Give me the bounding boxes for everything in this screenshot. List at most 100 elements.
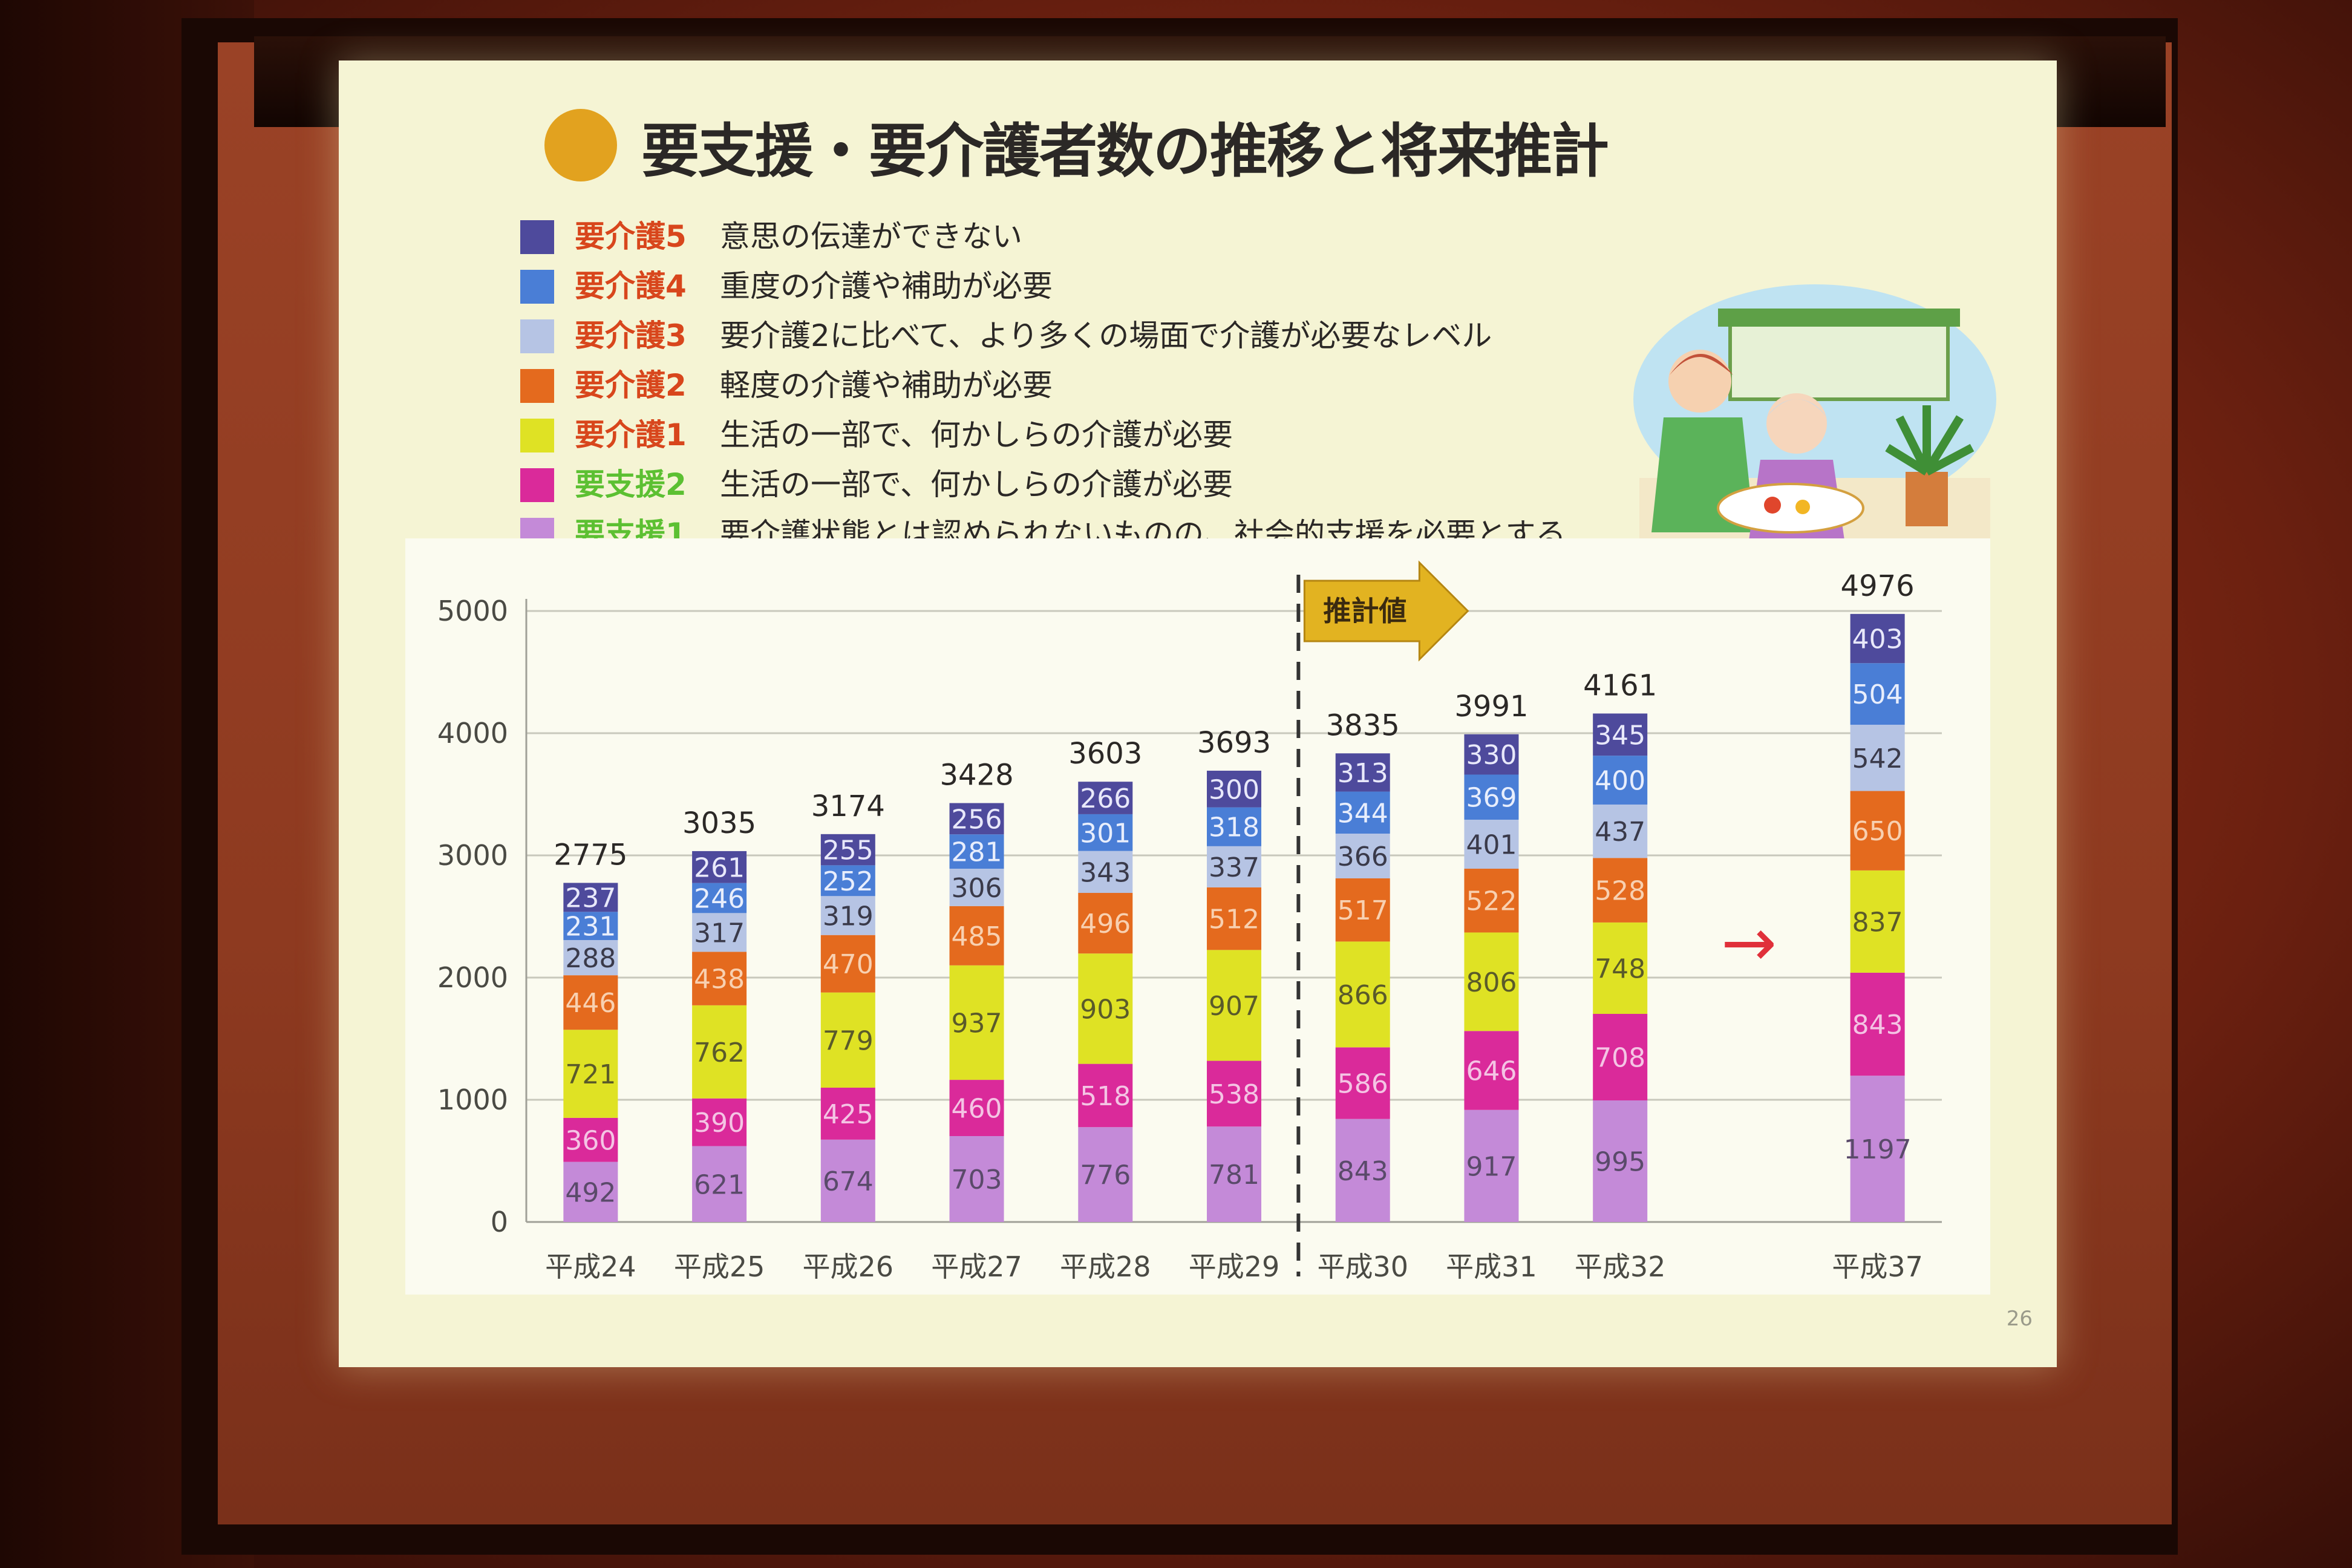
x-tick-label: 平成26: [803, 1250, 894, 1283]
bar-value-label: 917: [1466, 1151, 1517, 1182]
bar-value-label: 252: [823, 866, 874, 897]
bar-segment: [1078, 851, 1133, 893]
estimate-arrow: [1303, 560, 1469, 662]
x-tick-label: 平成24: [545, 1250, 636, 1283]
bar-segment: [1464, 734, 1519, 775]
caregiver-illustration: [1633, 284, 1996, 569]
bar-segment: [1078, 1127, 1133, 1222]
bar-value-label: 806: [1466, 967, 1517, 998]
bar-segment: [1207, 950, 1261, 1061]
bar-segment: [692, 883, 747, 913]
bar-segment: [692, 913, 747, 952]
bar-value-label: 231: [565, 912, 616, 942]
bar-segment: [692, 952, 747, 1005]
bar-value-label: 843: [1852, 1010, 1903, 1040]
legend-swatch: [520, 419, 554, 452]
bar-segment: [1207, 1060, 1261, 1127]
bar-segment: [949, 834, 1004, 869]
bar-value-label: 343: [1080, 857, 1131, 888]
bar-segment: [1078, 1063, 1133, 1128]
bar-segment: [1464, 774, 1519, 820]
bar-value-label: 937: [952, 1008, 1002, 1039]
bar-segment: [949, 803, 1004, 835]
bar-value-label: 708: [1595, 1043, 1645, 1074]
bar-segment: [1335, 1047, 1390, 1119]
bar-value-label: 366: [1338, 841, 1388, 872]
bar-segment: [692, 851, 747, 883]
bar-value-label: 485: [952, 921, 1002, 952]
bar-value-label: 330: [1466, 740, 1517, 771]
bar-segment: [1078, 893, 1133, 954]
bar-value-label: 492: [565, 1177, 616, 1208]
bar-segment: [1593, 922, 1648, 1014]
bar-value-label: 646: [1466, 1056, 1517, 1087]
bar-segment: [1593, 1013, 1648, 1101]
bar-segment: [1850, 613, 1905, 664]
x-tick-label: 平成30: [1317, 1250, 1408, 1283]
bar-value-label: 425: [823, 1099, 874, 1130]
page-number: 26: [2006, 1307, 2033, 1331]
bar-segment: [949, 1080, 1004, 1136]
bar-segment: [820, 896, 875, 935]
legend-description: 重度の介護や補助が必要: [720, 269, 1053, 304]
bar-segment: [949, 1135, 1004, 1222]
legend-swatch: [520, 319, 554, 353]
bar-value-label: 460: [952, 1094, 1002, 1125]
bar-segment: [949, 965, 1004, 1080]
legend-description: 生活の一部で、何かしらの介護が必要: [720, 417, 1233, 452]
title-bullet-dot: [544, 109, 617, 181]
bar-value-label: 528: [1595, 876, 1645, 907]
bar-value-label: 255: [823, 835, 874, 866]
bar-segment: [692, 1005, 747, 1099]
bar-value-label: 866: [1338, 980, 1388, 1011]
bar-value-label: 360: [565, 1125, 616, 1156]
bar-value-label: 504: [1852, 679, 1903, 710]
bar-segment: [563, 1030, 618, 1118]
bar-value-label: 300: [1209, 774, 1259, 805]
bar-segment: [1335, 878, 1390, 942]
bar-value-label: 313: [1338, 758, 1388, 789]
x-tick-label: 平成31: [1446, 1250, 1537, 1283]
legend-swatch: [520, 220, 554, 254]
bar-segment: [563, 883, 618, 912]
bar-segment: [1207, 846, 1261, 887]
bar-value-label: 512: [1209, 904, 1259, 935]
estimate-label: 推計値: [1323, 595, 1406, 627]
bar-segment: [1464, 1031, 1519, 1110]
bar-total-label: 3174: [811, 789, 885, 823]
bar-segment: [1850, 725, 1905, 791]
bar-value-label: 542: [1852, 743, 1903, 774]
bar-segment: [1464, 1109, 1519, 1222]
bar-total-label: 3603: [1068, 737, 1142, 771]
legend-description: 軽度の介護や補助が必要: [720, 368, 1053, 403]
bar-value-label: 261: [694, 852, 745, 883]
legend-swatch: [520, 270, 554, 304]
y-tick-label: 2000: [437, 961, 508, 994]
bar-segment: [1078, 782, 1133, 814]
bar-segment: [692, 1098, 747, 1146]
bar-segment: [1593, 858, 1648, 923]
legend-swatch: [520, 468, 554, 502]
bar-segment: [820, 865, 875, 897]
legend-description: 要介護2に比べて、より多くの場面で介護が必要なレベル: [720, 318, 1492, 353]
bar-segment: [1850, 791, 1905, 871]
bar-value-label: 403: [1852, 624, 1903, 655]
bar-segment: [1207, 771, 1261, 808]
bar-value-label: 337: [1209, 852, 1259, 883]
gap-arrow: →: [1721, 904, 1777, 981]
bar-segment: [1593, 1100, 1648, 1222]
bar-value-label: 522: [1466, 886, 1517, 917]
bar-total-label: 3835: [1326, 708, 1400, 742]
stacked-bar-chart: 0100020003000400050004923607214462882312…: [437, 560, 1942, 1283]
bar-value-label: 446: [565, 988, 616, 1019]
presentation-slide: 要支援・要介護者数の推移と将来推計 要介護5 意思の伝達ができない 要介護4 重度の介…: [339, 60, 2057, 1367]
bar-value-label: 1197: [1844, 1134, 1912, 1165]
bar-value-label: 306: [952, 873, 1002, 904]
bar-value-label: 762: [694, 1037, 745, 1068]
bar-segment: [1078, 814, 1133, 851]
bar-segment: [563, 939, 618, 976]
bar-value-label: 837: [1852, 907, 1903, 938]
care-level-legend: 要介護5 意思の伝達ができない 要介護4 重度の介護や補助が必要 要介護3 要介護2に比べ…: [520, 212, 1670, 559]
bar-segment: [1464, 820, 1519, 869]
bar-value-label: 843: [1338, 1156, 1388, 1187]
